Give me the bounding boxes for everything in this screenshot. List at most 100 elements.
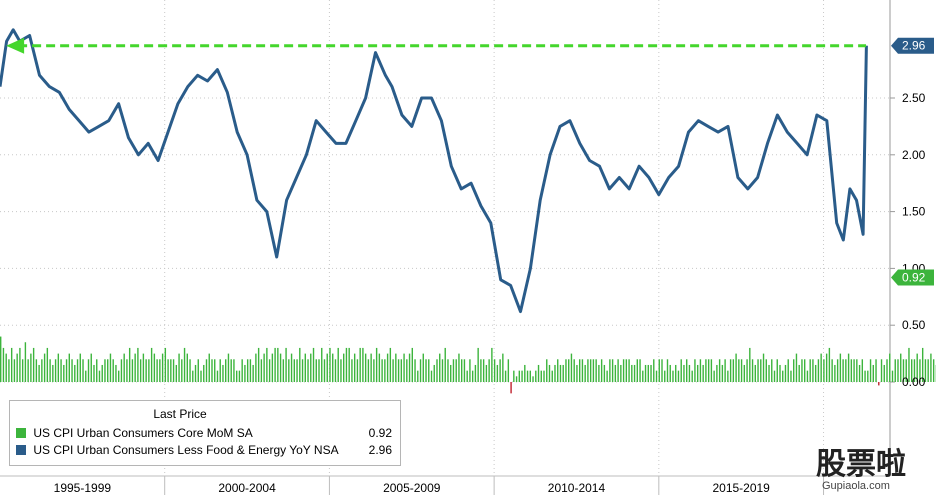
core-mom-bar <box>497 365 498 382</box>
core-mom-bar <box>530 371 531 382</box>
core-mom-bar <box>705 359 706 382</box>
core-mom-bar <box>804 359 805 382</box>
core-mom-bar <box>269 359 270 382</box>
core-mom-bar <box>552 371 553 382</box>
core-mom-bar <box>538 365 539 382</box>
core-mom-bar <box>606 371 607 382</box>
x-tick-label: 2005-2009 <box>383 481 441 495</box>
core-mom-bar <box>447 359 448 382</box>
core-mom-bar <box>291 354 292 382</box>
core-mom-bar <box>49 359 50 382</box>
core-mom-bar <box>442 359 443 382</box>
core-mom-bar <box>165 348 166 382</box>
core-mom-bar <box>11 348 12 382</box>
core-yoy-line <box>0 30 866 312</box>
core-mom-bar <box>875 359 876 382</box>
core-mom-bar <box>91 354 92 382</box>
legend-item-core-yoy: US CPI Urban Consumers Less Food & Energ… <box>16 442 396 458</box>
core-mom-bar <box>634 365 635 382</box>
core-mom-bar <box>788 359 789 382</box>
core-mom-bar <box>126 359 127 382</box>
core-mom-bar <box>96 359 97 382</box>
core-mom-bar <box>82 359 83 382</box>
core-mom-bar <box>697 365 698 382</box>
core-mom-bar <box>241 359 242 382</box>
core-mom-bar <box>63 365 64 382</box>
core-mom-bar <box>434 365 435 382</box>
core-mom-bar <box>461 359 462 382</box>
core-mom-bar <box>38 365 39 382</box>
core-mom-bar <box>425 359 426 382</box>
x-tick-label: 2000-2004 <box>218 481 276 495</box>
core-mom-bar <box>598 365 599 382</box>
core-mom-bar <box>848 354 849 382</box>
core-mom-bar <box>563 365 564 382</box>
core-mom-bar <box>88 359 89 382</box>
core-mom-bar <box>735 354 736 382</box>
core-mom-bar <box>370 354 371 382</box>
core-mom-bar <box>252 365 253 382</box>
core-mom-bar <box>198 359 199 382</box>
core-mom-bar <box>403 354 404 382</box>
core-mom-bar <box>587 359 588 382</box>
core-mom-bar <box>870 359 871 382</box>
core-mom-bar <box>313 348 314 382</box>
x-tick-label: 2010-2014 <box>548 481 606 495</box>
core-mom-bar <box>99 371 100 382</box>
core-mom-bar <box>200 371 201 382</box>
core-mom-bar <box>590 359 591 382</box>
core-mom-bar <box>746 359 747 382</box>
core-mom-bar <box>818 359 819 382</box>
core-mom-bar <box>217 371 218 382</box>
core-mom-bar <box>672 371 673 382</box>
core-mom-bar <box>14 359 15 382</box>
core-mom-bar <box>873 365 874 382</box>
core-mom-bar <box>121 359 122 382</box>
core-mom-bar <box>398 359 399 382</box>
core-mom-bar <box>519 371 520 382</box>
core-mom-bar <box>30 354 31 382</box>
core-mom-bar <box>620 365 621 382</box>
core-mom-bar <box>628 359 629 382</box>
core-mom-bar <box>713 371 714 382</box>
core-mom-bar <box>332 354 333 382</box>
core-mom-bar <box>571 354 572 382</box>
core-mom-bar <box>889 354 890 382</box>
core-mom-bar <box>16 354 17 382</box>
core-mom-bar <box>829 348 830 382</box>
core-mom-bar <box>225 359 226 382</box>
legend-value: 0.92 <box>369 425 392 441</box>
core-mom-bar <box>691 371 692 382</box>
core-mom-bar <box>132 359 133 382</box>
core-mom-bar <box>77 359 78 382</box>
core-mom-bar <box>115 365 116 382</box>
core-mom-bar <box>744 365 745 382</box>
core-mom-bar <box>406 359 407 382</box>
core-mom-bar <box>170 359 171 382</box>
core-mom-bar <box>626 359 627 382</box>
core-mom-bar <box>859 365 860 382</box>
core-mom-bar <box>576 365 577 382</box>
core-mom-bar <box>895 359 896 382</box>
core-mom-bar <box>113 359 114 382</box>
core-mom-bar <box>395 354 396 382</box>
core-mom-bar <box>310 354 311 382</box>
core-mom-bar <box>730 359 731 382</box>
core-mom-bar <box>288 359 289 382</box>
core-mom-bar <box>716 365 717 382</box>
core-mom-bar <box>258 348 259 382</box>
core-mom-bar <box>494 359 495 382</box>
core-mom-bar <box>840 354 841 382</box>
core-mom-bar <box>774 371 775 382</box>
core-mom-bar <box>930 354 931 382</box>
core-mom-bar <box>206 359 207 382</box>
core-mom-bar <box>856 359 857 382</box>
core-mom-bar <box>741 359 742 382</box>
legend-box: Last Price US CPI Urban Consumers Core M… <box>9 400 401 466</box>
core-mom-bar <box>222 365 223 382</box>
core-mom-bar <box>864 371 865 382</box>
core-mom-bar <box>36 359 37 382</box>
core-mom-bar <box>546 359 547 382</box>
core-mom-bar <box>159 359 160 382</box>
core-mom-bar <box>711 359 712 382</box>
